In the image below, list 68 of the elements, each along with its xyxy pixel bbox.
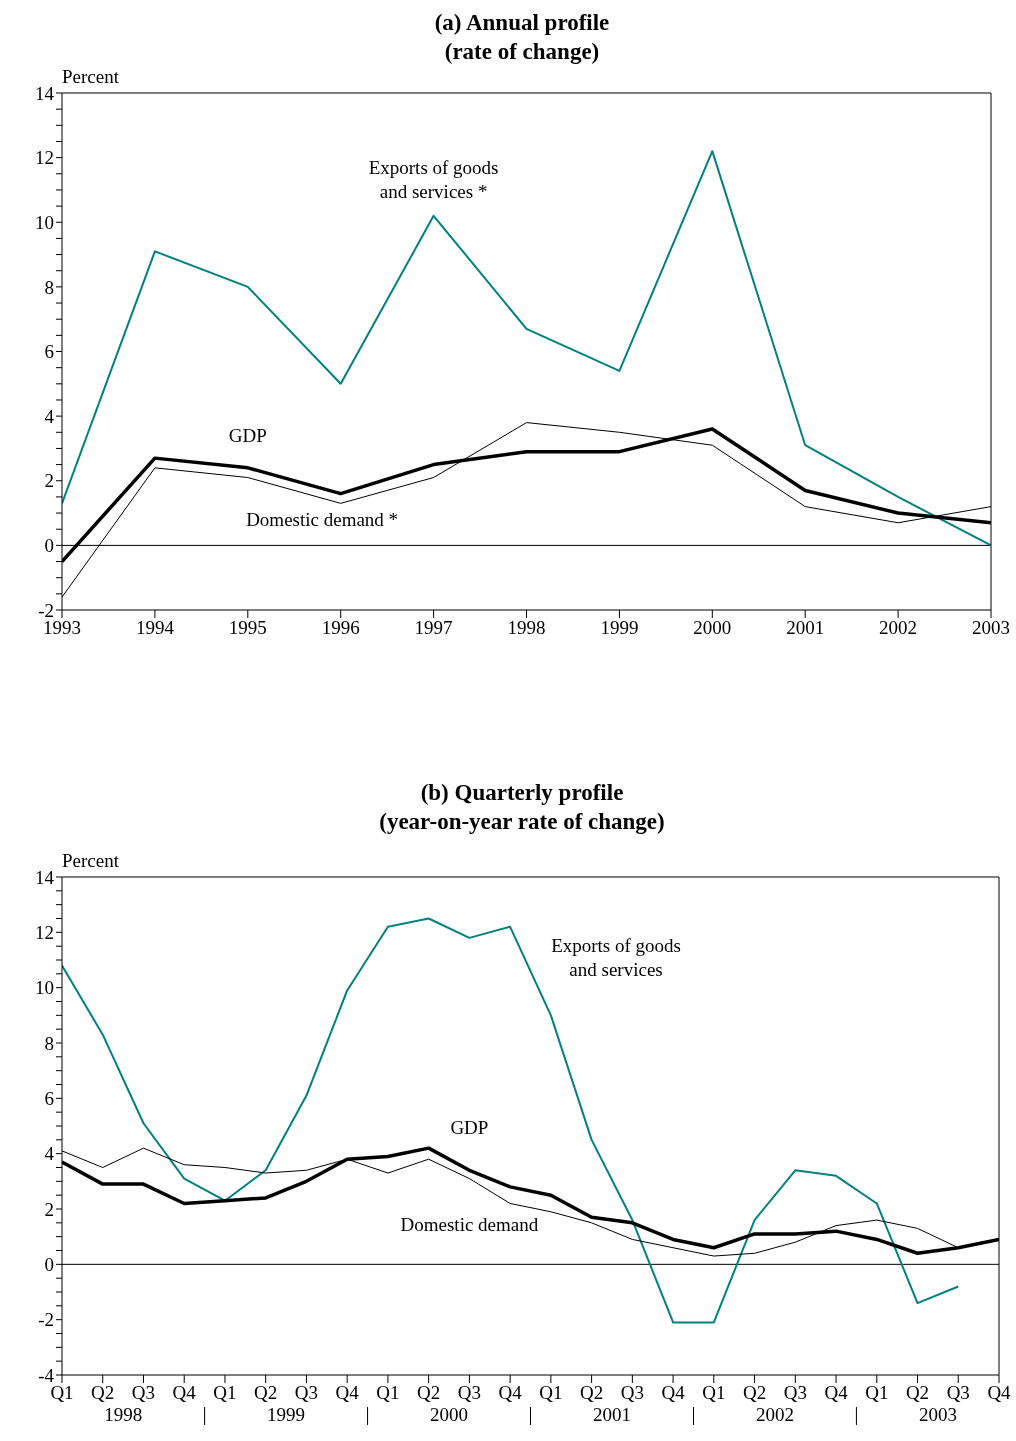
x-tick-label: Q3 (946, 1382, 970, 1403)
y-tick-label: 10 (35, 211, 54, 233)
text: 1998 (104, 1404, 143, 1425)
y-tick-label: 6 (44, 1088, 54, 1110)
y-tick-label: 6 (44, 341, 54, 363)
chart-title: (b) Quarterly profile (419, 779, 625, 807)
y-tick-label: 4 (44, 1143, 55, 1165)
y-tick-label: 2 (44, 1198, 54, 1220)
x-tick-label: Q1 (865, 1382, 889, 1403)
y-tick-label: 0 (44, 535, 54, 557)
x-tick-label: Q2 (254, 1382, 278, 1403)
y-tick-label: 14 (35, 82, 55, 104)
x-tick-label: Q2 (91, 1382, 115, 1403)
x-tick-label: 2003 (972, 617, 1010, 638)
x-tick-label: Q4 (824, 1382, 849, 1403)
series-label: Exports of goods and services (551, 934, 681, 980)
x-tick-label: 1998 (507, 617, 546, 638)
y-tick-label: -2 (38, 1309, 54, 1331)
chart-title: (a) Annual profile (433, 9, 611, 37)
x-tick-label: Q4 (172, 1382, 197, 1403)
y-tick-label: 10 (35, 977, 54, 999)
x-tick-label: Q4 (498, 1382, 523, 1403)
text: 2000 (430, 1404, 469, 1425)
x-tick-label: 1996 (321, 617, 360, 638)
x-tick-label: Q4 (335, 1382, 360, 1403)
x-tick-label: Q3 (457, 1382, 482, 1403)
y-tick-label: 8 (44, 276, 54, 298)
series-label: GDP (228, 424, 267, 446)
y-tick-label: 2 (44, 470, 54, 492)
x-tick-label: 2001 (786, 617, 825, 638)
text: 2002 (755, 1404, 794, 1425)
series-label: Exports of goods and services * (368, 156, 499, 202)
chart-subtitle: (year-on-year rate of change) (378, 808, 666, 836)
y-tick-label: 4 (44, 405, 55, 427)
x-tick-label: Q2 (905, 1382, 930, 1403)
x-tick-label: Q4 (987, 1382, 1012, 1403)
x-tick-label: 1994 (135, 617, 175, 638)
x-tick-label: 2000 (693, 617, 732, 638)
y-axis-title: Percent (62, 66, 119, 88)
chart-subtitle: (rate of change) (443, 38, 601, 66)
x-tick-label: Q2 (417, 1382, 441, 1403)
y-tick-label: 8 (44, 1032, 54, 1054)
x-tick-label: Q2 (742, 1382, 767, 1403)
x-tick-label: Q4 (661, 1382, 686, 1403)
x-tick-label: Q3 (783, 1382, 807, 1403)
x-tick-label: Q1 (213, 1382, 237, 1403)
x-tick-label: Q3 (131, 1382, 156, 1403)
x-tick-label: 1997 (414, 617, 453, 638)
x-tick-label: Q1 (539, 1382, 563, 1403)
series-label: GDP (450, 1117, 489, 1139)
text: 1999 (267, 1404, 306, 1425)
series-label: Domestic demand * (246, 508, 399, 530)
y-axis-title: Percent (62, 850, 119, 872)
x-tick-label: 1995 (228, 617, 267, 638)
text: 2001 (593, 1404, 631, 1425)
y-tick-label: 12 (35, 922, 54, 944)
y-tick-label: 12 (35, 147, 54, 169)
x-tick-label: Q3 (620, 1382, 644, 1403)
text: 2003 (918, 1404, 957, 1425)
x-tick-label: Q1 (376, 1382, 400, 1403)
x-tick-label: Q2 (579, 1382, 604, 1403)
x-tick-label: 2002 (879, 617, 918, 638)
y-tick-label: 14 (35, 866, 55, 888)
series-label: Domestic demand (400, 1214, 539, 1236)
x-tick-label: Q3 (294, 1382, 319, 1403)
y-tick-label: 0 (44, 1254, 54, 1276)
x-tick-label: 1999 (600, 617, 639, 638)
x-tick-label: Q1 (702, 1382, 726, 1403)
